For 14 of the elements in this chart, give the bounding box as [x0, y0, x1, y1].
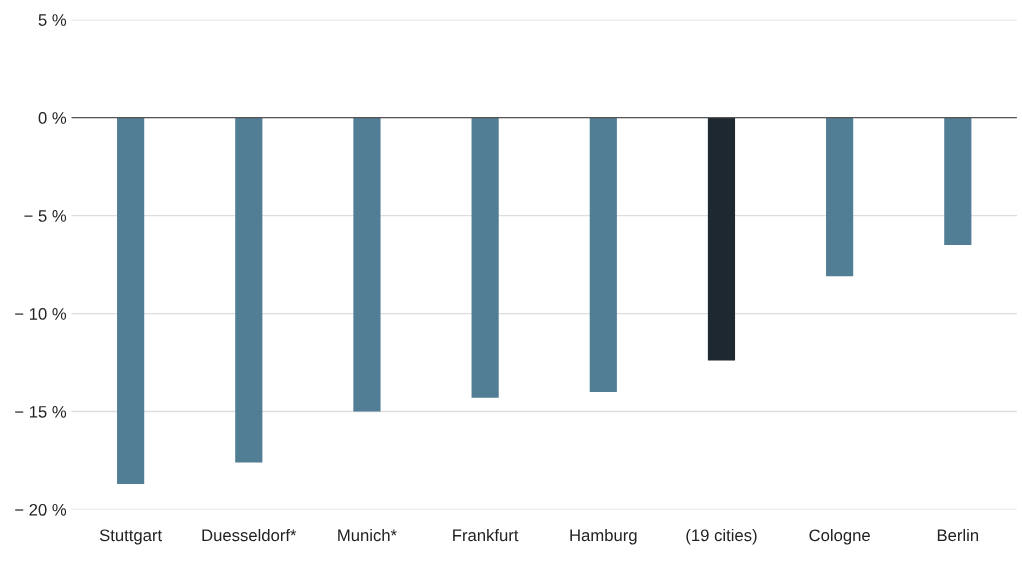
x-tick-label: Hamburg	[570, 528, 637, 545]
x-tick-label: Duesseldorf*	[202, 528, 297, 542]
y-tick-label: − 10 %	[15, 307, 67, 320]
y-tick-label: − 5 %	[24, 210, 67, 222]
x-tick-label: (19 cities)	[686, 528, 757, 545]
x-tick-label: Cologne	[809, 528, 870, 545]
x-tick-label: Frankfurt	[453, 528, 519, 542]
x-tick-label: Berlin	[937, 528, 979, 542]
x-tick-label: Stuttgart	[99, 529, 162, 545]
y-tick-label: − 15 %	[15, 406, 67, 418]
y-tick-label: 5 %	[38, 14, 67, 26]
x-tick-label: Munich*	[338, 528, 397, 542]
y-tick-label: 0 %	[38, 112, 67, 124]
y-tick-label: − 20 %	[15, 503, 67, 516]
